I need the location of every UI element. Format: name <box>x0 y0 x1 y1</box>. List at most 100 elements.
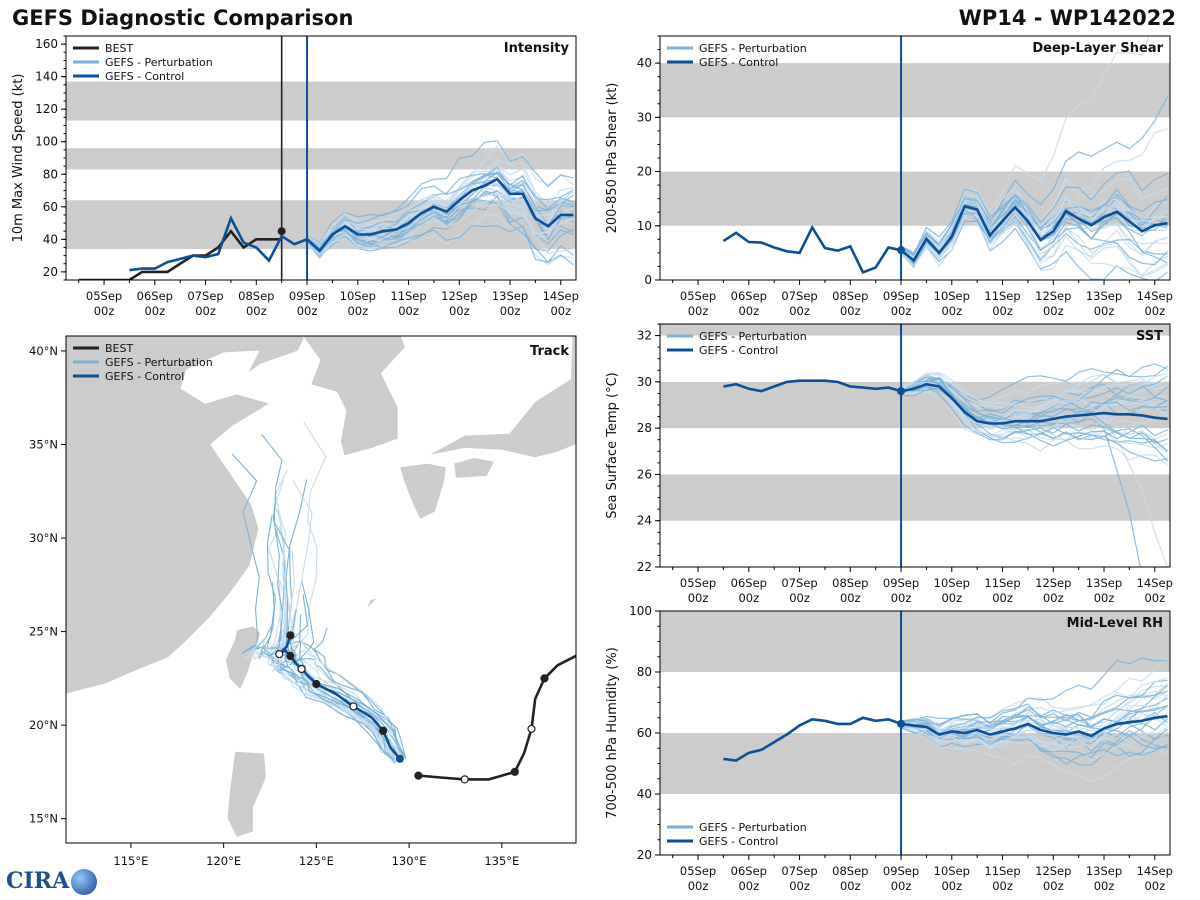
y-tick-label: 30 <box>637 110 652 124</box>
x-tick-label: 00z <box>789 304 810 318</box>
plot-area <box>660 611 1170 855</box>
plot-area <box>66 36 576 280</box>
lat-tick-label: 35°N <box>29 438 58 452</box>
legend-label: GEFS - Perturbation <box>699 330 807 343</box>
panel-title: Deep-Layer Shear <box>1032 41 1163 56</box>
best-track-point <box>510 767 519 777</box>
x-tick-label: 08Sep <box>832 576 868 590</box>
perturbation-line <box>306 140 574 244</box>
init-point <box>897 719 906 728</box>
perturbation-track <box>272 493 395 761</box>
x-tick-label: 00z <box>1094 879 1115 893</box>
legend-label: GEFS - Perturbation <box>105 356 213 369</box>
x-tick-label: 00z <box>941 591 962 605</box>
y-tick-label: 22 <box>637 560 652 574</box>
honshu <box>427 336 576 459</box>
perturbation-line <box>900 391 1168 437</box>
threshold-band <box>660 63 1170 118</box>
legend-label: BEST <box>105 42 133 55</box>
legend-label: GEFS - Control <box>699 344 778 357</box>
legend-label: GEFS - Control <box>105 370 184 383</box>
control-line <box>723 714 1168 762</box>
perturbation-line <box>900 391 1168 441</box>
y-tick-label: 10 <box>637 219 652 233</box>
perturbation-line <box>900 385 1168 452</box>
legend-label: BEST <box>105 342 133 355</box>
legend-label: GEFS - Perturbation <box>105 56 213 69</box>
x-tick-label: 08Sep <box>832 864 868 878</box>
y-tick-label: 40 <box>43 232 58 246</box>
x-tick-label: 00z <box>1043 304 1064 318</box>
luzon <box>226 750 267 838</box>
x-tick-label: 00z <box>1043 591 1064 605</box>
best-track-point <box>460 775 469 784</box>
map-area <box>66 336 576 838</box>
threshold-band <box>660 324 1170 336</box>
perturbation-line <box>306 197 574 260</box>
perturbation-track <box>313 627 407 760</box>
legend-label: GEFS - Control <box>699 56 778 69</box>
x-tick-label: 00z <box>500 304 521 318</box>
x-tick-label: 10Sep <box>934 864 970 878</box>
best-last-point <box>277 227 286 236</box>
panel-rh: 2040608010005Sep00z06Sep00z07Sep00z08Sep… <box>605 604 1173 893</box>
perturbation-track <box>291 480 405 764</box>
x-tick-label: 00z <box>891 304 912 318</box>
perturbation-line <box>900 714 1168 750</box>
x-tick-label: 10Sep <box>340 289 376 303</box>
threshold-band <box>66 148 576 170</box>
lat-tick-label: 40°N <box>29 344 58 358</box>
x-tick-label: 06Sep <box>731 576 767 590</box>
x-tick-label: 00z <box>246 304 267 318</box>
x-tick-label: 00z <box>144 304 165 318</box>
lat-tick-label: 15°N <box>29 812 58 826</box>
best-track-point <box>540 674 549 683</box>
x-tick-label: 00z <box>449 304 470 318</box>
lat-tick-label: 20°N <box>29 718 58 732</box>
perturbation-track <box>244 639 395 757</box>
x-tick-label: 07Sep <box>187 289 223 303</box>
x-tick-label: 07Sep <box>781 576 817 590</box>
y-tick-label: 20 <box>43 265 58 279</box>
x-tick-label: 12Sep <box>1035 576 1071 590</box>
shikoku <box>453 457 495 479</box>
x-tick-label: 05Sep <box>86 289 122 303</box>
x-tick-label: 14Sep <box>1137 864 1173 878</box>
perturbation-line <box>306 166 574 253</box>
x-tick-label: 05Sep <box>680 289 716 303</box>
perturbation-line <box>900 382 1168 441</box>
x-tick-label: 00z <box>941 304 962 318</box>
y-tick-label: 100 <box>629 604 652 618</box>
panel-title: Track <box>530 344 569 359</box>
perturbation-line <box>900 196 1168 263</box>
y-tick-label: 80 <box>43 167 58 181</box>
x-tick-label: 00z <box>738 879 759 893</box>
lon-tick-label: 115°E <box>113 854 148 868</box>
x-tick-label: 00z <box>840 304 861 318</box>
control-line <box>129 177 574 272</box>
x-tick-label: 13Sep <box>492 289 528 303</box>
x-tick-label: 11Sep <box>984 289 1020 303</box>
x-tick-label: 00z <box>941 879 962 893</box>
x-tick-label: 07Sep <box>781 289 817 303</box>
x-tick-label: 00z <box>789 879 810 893</box>
x-tick-label: 14Sep <box>1137 289 1173 303</box>
x-tick-label: 12Sep <box>1035 289 1071 303</box>
threshold-band <box>660 171 1170 226</box>
perturbation-line <box>900 690 1168 728</box>
y-tick-label: 40 <box>637 787 652 801</box>
perturbation-track <box>277 509 403 755</box>
x-tick-label: 00z <box>992 879 1013 893</box>
x-tick-label: 09Sep <box>883 864 919 878</box>
track-position-point <box>275 649 284 659</box>
y-tick-label: 30 <box>637 375 652 389</box>
kyushu <box>399 462 447 520</box>
threshold-band <box>660 474 1170 521</box>
track-position-point <box>286 631 295 640</box>
legend-label: GEFS - Control <box>699 835 778 848</box>
x-tick-label: 12Sep <box>1035 864 1071 878</box>
y-tick-label: 80 <box>637 665 652 679</box>
x-tick-label: 00z <box>688 879 709 893</box>
y-tick-label: 24 <box>637 514 652 528</box>
